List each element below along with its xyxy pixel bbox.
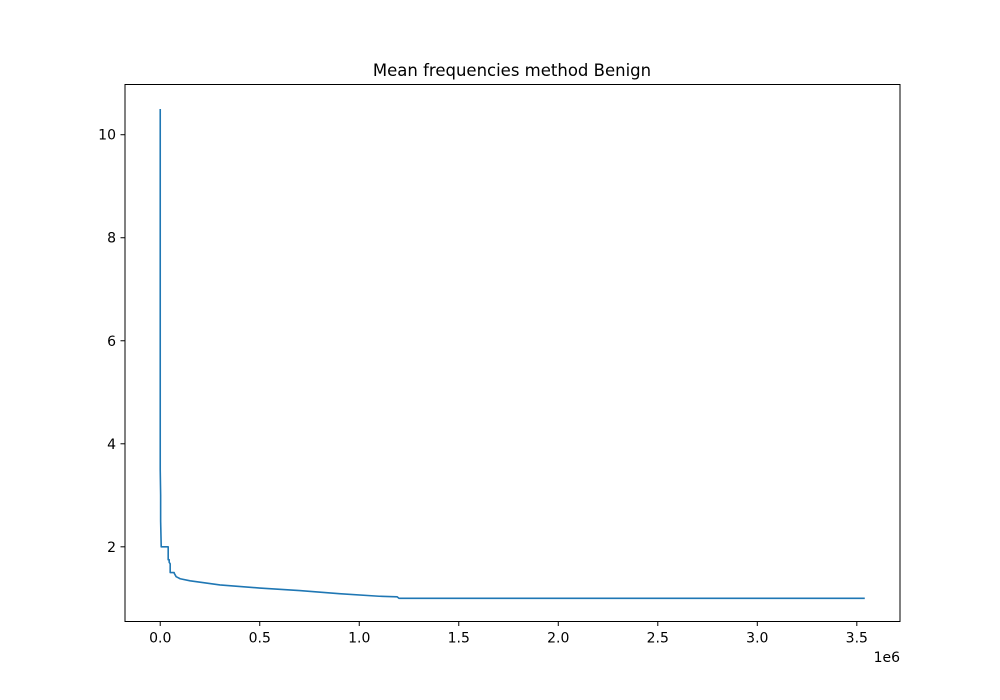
x-tick-label: 2.5 — [647, 631, 669, 647]
y-tick-label: 10 — [98, 128, 116, 144]
y-axis-ticks: 2 4 6 8 10 — [98, 128, 125, 556]
series-line-0 — [159, 108, 865, 600]
x-tick-label: 3.0 — [746, 631, 768, 647]
x-tick-label: 3.5 — [846, 631, 868, 647]
plot-area-frame — [124, 84, 901, 622]
series-layer — [159, 108, 865, 600]
x-axis-ticks: 0.0 0.5 1.0 1.5 2.0 2.5 3.0 3.5 — [149, 621, 868, 647]
y-tick-label: 8 — [107, 231, 116, 247]
x-tick-label: 2.0 — [547, 631, 569, 647]
x-tick-label: 0.0 — [149, 631, 171, 647]
y-tick-label: 2 — [107, 540, 116, 556]
x-axis-offset-label: 1e6 — [874, 650, 901, 666]
y-tick-label: 4 — [107, 437, 116, 453]
x-tick-label: 0.5 — [249, 631, 271, 647]
y-tick-label: 6 — [107, 334, 116, 350]
x-tick-label: 1.0 — [348, 631, 370, 647]
x-tick-label: 1.5 — [448, 631, 470, 647]
chart-title: Mean frequencies method Benign — [373, 61, 651, 80]
